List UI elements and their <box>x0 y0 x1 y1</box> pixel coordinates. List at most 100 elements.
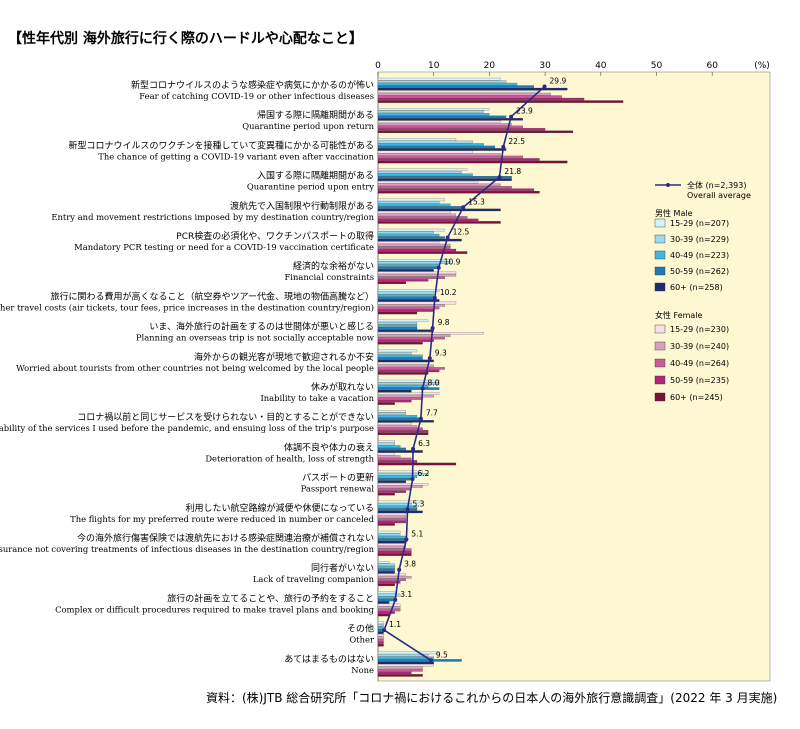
category-label-ja: 新型コロナウイルスのような感染症や病気にかかるのが怖い <box>131 79 374 91</box>
bar <box>377 503 412 506</box>
category-label-en: Deterioration of health, loss of strengt… <box>205 453 374 463</box>
bar <box>377 334 451 337</box>
legend-swatch <box>654 341 666 351</box>
category-label-en: The chance of getting a COVID-19 variant… <box>98 151 374 161</box>
average-value-label: 29.9 <box>550 77 567 86</box>
average-point <box>382 628 387 633</box>
bar <box>377 92 551 96</box>
category-label-en: Mandatory PCR testing or need for a COVI… <box>74 242 374 252</box>
bar <box>377 369 440 373</box>
bar <box>377 636 384 639</box>
bar <box>377 473 429 476</box>
bar <box>377 623 384 627</box>
bar <box>377 97 585 101</box>
source-note: 資料：(株)JTB 総合研究所「コロナ禍におけるこれからの日本人の海外旅行意識調… <box>206 691 778 705</box>
bar <box>377 445 401 448</box>
x-tick-label: 20 <box>484 61 496 71</box>
average-value-label: 8.0 <box>428 379 440 388</box>
bar <box>377 125 523 128</box>
average-value-label: 9.3 <box>435 348 447 357</box>
legend-label: 60+ (n=245) <box>670 393 723 402</box>
legend-label: 15-29 (n=230) <box>670 325 729 334</box>
bar <box>377 367 445 370</box>
bar <box>377 294 434 297</box>
bar <box>377 387 440 390</box>
legend-label: 50-59 (n=235) <box>670 376 729 385</box>
category-label-en: Higher travel costs (air tickets, tour f… <box>0 302 374 312</box>
bar <box>377 427 423 431</box>
bar <box>377 115 507 118</box>
category-label-ja: 利用したい航空路線が減便や休便になっている <box>185 502 374 514</box>
bar <box>377 490 406 493</box>
legend-swatch <box>654 218 666 228</box>
bar <box>377 148 507 151</box>
bar <box>377 488 412 491</box>
average-value-label: 22.5 <box>508 137 525 146</box>
x-tick-label: 10 <box>428 61 440 71</box>
average-line <box>383 85 546 661</box>
axis-unit: (%) <box>754 61 770 71</box>
bar <box>377 261 451 265</box>
bar <box>377 674 423 677</box>
bar <box>377 576 412 579</box>
average-line-group: 29.9 23.9 22.5 21.8 15.3 12.5 10.9 10.2 9.8 9.3 8.… <box>382 77 566 663</box>
category-label-ja: 入国する際に隔離期間がある <box>257 170 374 182</box>
bar <box>377 596 395 599</box>
bar <box>377 216 468 219</box>
bar <box>377 188 535 191</box>
bar <box>377 545 406 549</box>
bar <box>377 176 512 179</box>
category-label-ja: 新型コロナウイルスのワクチンを接種していて変異種にかかる可能性がある <box>69 139 374 151</box>
bar <box>377 447 406 451</box>
bar <box>377 656 434 660</box>
category-label-en: Worried about tourists from other countr… <box>16 363 374 373</box>
bar <box>377 638 384 642</box>
bar <box>377 251 468 254</box>
legend-female-header: 女性 Female <box>655 310 703 320</box>
bar <box>377 183 501 186</box>
bar <box>377 664 434 667</box>
bar <box>377 100 624 103</box>
bar <box>377 85 535 88</box>
category-label-ja: パスポートの更新 <box>302 472 374 484</box>
average-point <box>461 205 466 210</box>
bar <box>377 120 501 123</box>
average-value-label: 3.1 <box>400 590 412 599</box>
average-point <box>501 144 506 149</box>
bar <box>377 455 401 458</box>
bar <box>377 561 390 564</box>
bar <box>377 483 429 486</box>
average-value-label: 10.9 <box>444 258 461 267</box>
bar <box>377 626 384 629</box>
bar <box>377 246 451 249</box>
bar <box>377 508 418 511</box>
bar <box>377 548 412 551</box>
legend-male-header: 男性 Male <box>655 208 693 218</box>
bar <box>377 228 445 232</box>
bar <box>377 339 434 342</box>
bar <box>377 392 440 395</box>
category-label-en: None <box>351 665 374 675</box>
bar <box>377 281 406 285</box>
category-label-ja: いま、海外旅行の計画をするのは世間体が悪いと感じる <box>149 321 374 333</box>
bar <box>377 276 445 280</box>
bar <box>377 641 384 644</box>
bar <box>377 430 429 433</box>
bar <box>377 515 406 519</box>
bar <box>377 173 473 176</box>
bar <box>377 171 462 174</box>
bar <box>377 613 390 617</box>
bar <box>377 493 395 496</box>
bar <box>377 155 523 159</box>
bar <box>377 160 568 164</box>
bar <box>377 671 412 675</box>
bar <box>377 402 395 405</box>
bar <box>377 520 406 524</box>
bar <box>377 291 434 295</box>
bar <box>377 143 484 146</box>
bar <box>377 271 457 275</box>
category-label-ja: その他 <box>347 623 374 635</box>
average-point <box>411 446 416 451</box>
bar <box>377 213 457 217</box>
